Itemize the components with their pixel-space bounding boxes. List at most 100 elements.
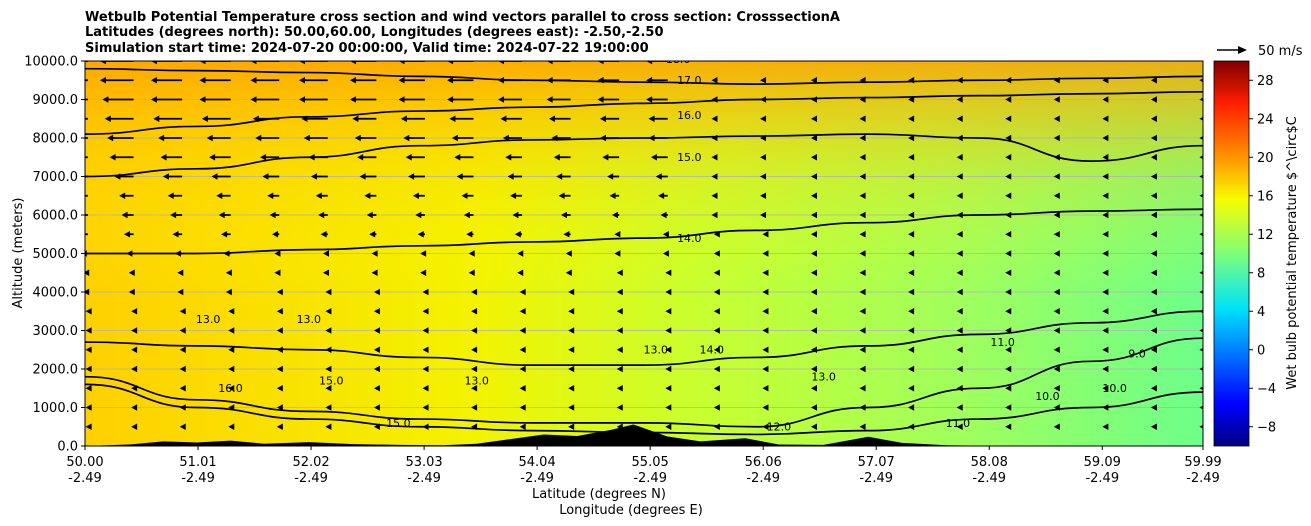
wind-vector: [162, 173, 183, 180]
wind-vector: [174, 250, 183, 257]
wind-vector: [228, 346, 235, 353]
wind-vector: [1005, 250, 1012, 257]
wind-vector: [859, 365, 866, 373]
wind-vector: [498, 96, 523, 103]
wind-vector: [405, 154, 425, 161]
wind-vector: [85, 79, 88, 82]
terrain: [85, 424, 1203, 446]
x-tick-label-longitude: -2.49: [68, 471, 102, 486]
wind-vector: [85, 404, 92, 411]
wind-vector: [218, 211, 231, 219]
wind-vector: [422, 423, 429, 430]
wind-vector: [1150, 134, 1157, 142]
x-tick-label-latitude: 57.07: [858, 455, 895, 470]
wind-vector: [760, 192, 767, 199]
wind-vector: [611, 211, 620, 219]
wind-vector: [908, 250, 915, 257]
wind-vector: [908, 365, 915, 373]
wind-vector: [1053, 77, 1060, 84]
wind-vector: [646, 77, 668, 84]
wind-vector: [85, 288, 90, 296]
wind-vector: [551, 134, 571, 142]
wind-vector: [908, 192, 915, 199]
wind-vector: [519, 404, 526, 411]
wind-vector: [211, 173, 231, 180]
wind-vector: [1005, 173, 1012, 180]
plot-area: 18.0 17.0 16.0 15.0 14.0 13.0 13.0 14.0 13.0 12.0…: [85, 61, 1203, 446]
wind-vector: [179, 365, 186, 373]
wind-vector: [323, 250, 330, 257]
wind-vector: [760, 77, 767, 84]
wind-vector: [1150, 115, 1157, 122]
wind-vector: [514, 231, 523, 238]
wind-vector: [859, 134, 866, 142]
wind-vector: [956, 385, 963, 392]
wind-vector: [1199, 270, 1203, 275]
wind-vector: [325, 385, 332, 392]
colorbar-tick-label: 0: [1257, 343, 1265, 358]
wind-vector: [276, 327, 283, 334]
colorbar-tick-label: −8: [1257, 420, 1276, 435]
wind-vector: [665, 423, 672, 430]
wind-vector: [711, 134, 718, 142]
wind-vector: [400, 115, 425, 122]
x-tick-label-latitude: 53.03: [405, 455, 442, 470]
wind-vector: [325, 365, 332, 373]
x-axis-title-latitude: Latitude (degrees N): [532, 487, 666, 502]
wind-vector: [276, 404, 283, 411]
wind-vector: [956, 250, 963, 257]
wind-vector: [908, 327, 915, 334]
wind-vector: [908, 173, 915, 180]
wind-vector: [349, 61, 377, 65]
wind-vector: [461, 192, 474, 199]
wind-vector: [398, 96, 425, 103]
wind-vector: [811, 385, 818, 392]
wind-vector: [505, 154, 523, 161]
title-line-2: Latitudes (degrees north): 50.00,60.00, …: [85, 25, 664, 40]
wind-vector: [811, 115, 818, 122]
wind-vector: [85, 308, 92, 315]
wind-vector: [811, 154, 818, 161]
wind-vector: [616, 288, 623, 296]
wind-vector: [859, 192, 866, 199]
wind-vector: [1102, 404, 1109, 411]
wind-vector: [1102, 423, 1109, 430]
wind-vector: [519, 346, 526, 353]
y-tick-label: 10000.0: [24, 55, 78, 70]
wind-vector: [471, 346, 478, 353]
wind-vector: [956, 154, 963, 161]
wind-vector: [1053, 134, 1060, 142]
wind-vector: [859, 327, 866, 334]
wind-vector: [713, 250, 720, 257]
contour-label: 12.0: [767, 421, 792, 434]
x-tick-label-latitude: 55.05: [632, 455, 669, 470]
wind-vector: [131, 404, 138, 411]
wind-vector: [568, 404, 575, 411]
wind-vector: [349, 96, 377, 103]
wind-vector: [565, 269, 572, 276]
wind-vector: [1053, 154, 1060, 161]
wind-vector: [616, 404, 623, 411]
wind-vector: [1102, 308, 1109, 315]
wind-vector: [471, 365, 478, 373]
wind-vector: [131, 346, 138, 353]
wind-vector: [228, 385, 235, 392]
wind-vector: [519, 365, 526, 373]
contour-label: 11.0: [946, 417, 971, 430]
wind-vector: [956, 288, 963, 296]
wind-vector: [565, 250, 572, 257]
contour-label: 10.0: [1102, 382, 1127, 395]
wind-vector: [956, 115, 963, 122]
wind-vector: [468, 269, 475, 276]
wind-vector: [956, 423, 963, 430]
wind-vector: [568, 423, 575, 430]
wind-vector: [908, 269, 915, 276]
wind-vector: [85, 423, 92, 430]
wind-vector: [325, 346, 332, 353]
wind-vector: [422, 385, 429, 392]
y-tick-label: 7000.0: [33, 170, 79, 185]
wind-vector: [276, 385, 283, 392]
contour-label: 14.0: [699, 344, 724, 357]
wind-vector: [568, 365, 575, 373]
wind-vector: [1005, 211, 1012, 219]
